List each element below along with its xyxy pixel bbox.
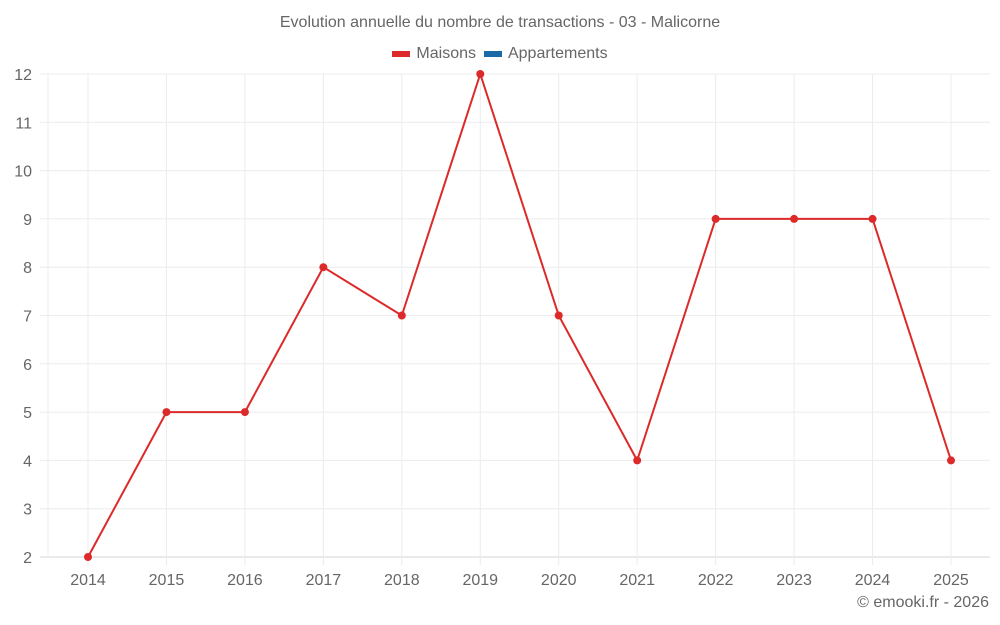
x-tick-label: 2022 (698, 572, 734, 589)
chart-title: Evolution annuelle du nombre de transact… (279, 14, 721, 31)
data-point[interactable] (84, 553, 92, 561)
y-tick-label: 10 (14, 164, 32, 181)
x-tick-label: 2014 (70, 572, 106, 589)
data-point[interactable] (319, 263, 328, 272)
legend-label: Appartements (507, 45, 608, 62)
y-tick-label: 4 (23, 453, 32, 470)
y-tick-label: 3 (23, 502, 32, 519)
y-tick-label: 12 (14, 67, 32, 84)
y-tick-label: 11 (15, 115, 32, 132)
data-point[interactable] (711, 214, 720, 223)
data-point[interactable] (397, 311, 406, 320)
y-tick-label: 9 (23, 212, 32, 229)
x-tick-label: 2023 (776, 572, 812, 589)
data-point[interactable] (868, 214, 877, 223)
x-tick-label: 2018 (384, 572, 420, 589)
legend: Maisons Appartements (0, 45, 1000, 63)
legend-item-maisons[interactable]: Maisons (392, 45, 476, 63)
y-tick-label: 8 (23, 260, 32, 277)
data-point[interactable] (790, 214, 799, 223)
y-tick-label: 7 (23, 309, 32, 326)
data-point[interactable] (633, 456, 642, 465)
data-point[interactable] (476, 70, 485, 78)
y-tick-label: 6 (23, 357, 32, 374)
legend-swatch-maisons (392, 51, 411, 57)
data-point[interactable] (240, 408, 249, 417)
series-line (87, 70, 952, 558)
data-point[interactable] (554, 311, 563, 320)
x-tick-label: 2020 (541, 572, 577, 589)
x-tick-label: 2016 (227, 572, 263, 589)
legend-item-appartements[interactable]: Appartements (483, 45, 608, 63)
x-tick-label: 2025 (933, 572, 969, 589)
data-point[interactable] (947, 456, 955, 465)
y-tick-label: 5 (23, 405, 32, 422)
legend-label: Maisons (416, 45, 476, 62)
x-tick-label: 2015 (149, 572, 185, 589)
legend-swatch-appartements (483, 51, 502, 57)
x-tick-label: 2019 (462, 572, 498, 589)
data-point[interactable] (162, 408, 171, 417)
x-tick-label: 2017 (306, 572, 342, 589)
credit-text: © emooki.fr - 2026 (857, 594, 989, 611)
y-tick-label: 2 (23, 550, 32, 567)
x-tick-label: 2024 (855, 572, 891, 589)
x-tick-label: 2021 (619, 572, 655, 589)
